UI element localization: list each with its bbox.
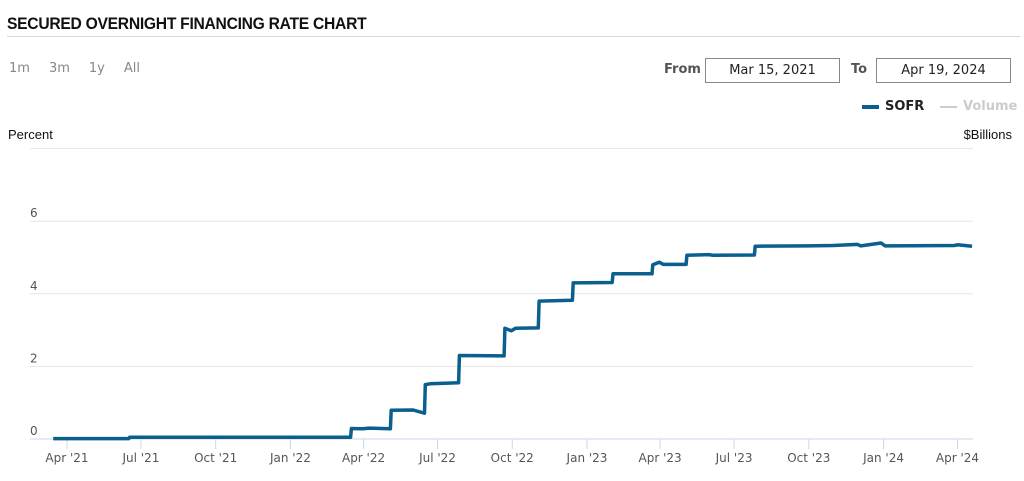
x-tick-label: Jan '23	[566, 451, 608, 465]
x-tick-label: Oct '23	[787, 451, 830, 465]
legend-item-volume[interactable]: Volume	[940, 99, 1017, 114]
legend-label: Volume	[963, 99, 1018, 114]
sofr-swatch-icon	[862, 104, 879, 109]
x-tick-label: Jul '21	[122, 451, 160, 465]
sofr-series-line	[53, 241, 973, 441]
range-1m-button[interactable]: 1m	[9, 61, 30, 76]
range-1y-button[interactable]: 1y	[88, 61, 105, 76]
y-tick-label: 4	[30, 279, 38, 293]
x-tick-label: Apr '22	[342, 451, 385, 465]
to-date-input[interactable]: Apr 19, 2024	[876, 58, 1011, 83]
y-tick-label: 0	[30, 424, 38, 438]
x-tick-label: Oct '22	[491, 451, 534, 465]
x-tick-label: Jul '23	[715, 451, 753, 465]
x-tick-label: Jan '24	[862, 451, 904, 465]
page-title: SECURED OVERNIGHT FINANCING RATE CHART	[7, 14, 367, 33]
y-axis-right-title: $Billions	[963, 127, 1012, 142]
x-tick-label: Jul '22	[418, 451, 456, 465]
range-3m-button[interactable]: 3m	[48, 61, 70, 76]
to-label: To	[851, 62, 868, 77]
volume-swatch-icon	[940, 105, 957, 108]
legend-label: SOFR	[885, 99, 925, 114]
from-date-input[interactable]: Mar 15, 2021	[705, 58, 840, 83]
title-divider	[7, 36, 1020, 37]
x-tick-label: Apr '24	[936, 451, 979, 465]
range-selector: 1m 3m 1y All	[9, 61, 159, 76]
legend-item-sofr[interactable]: SOFR	[862, 99, 924, 114]
y-axis-left-title: Percent	[8, 127, 53, 142]
x-tick-label: Oct '21	[194, 451, 237, 465]
y-tick-label: 6	[30, 206, 38, 220]
x-tick-label: Apr '21	[45, 451, 88, 465]
x-tick-label: Jan '22	[269, 451, 311, 465]
y-tick-label: 2	[30, 351, 38, 365]
x-tick-label: Apr '23	[639, 451, 682, 465]
range-all-button[interactable]: All	[123, 61, 140, 76]
from-label: From	[664, 62, 701, 77]
